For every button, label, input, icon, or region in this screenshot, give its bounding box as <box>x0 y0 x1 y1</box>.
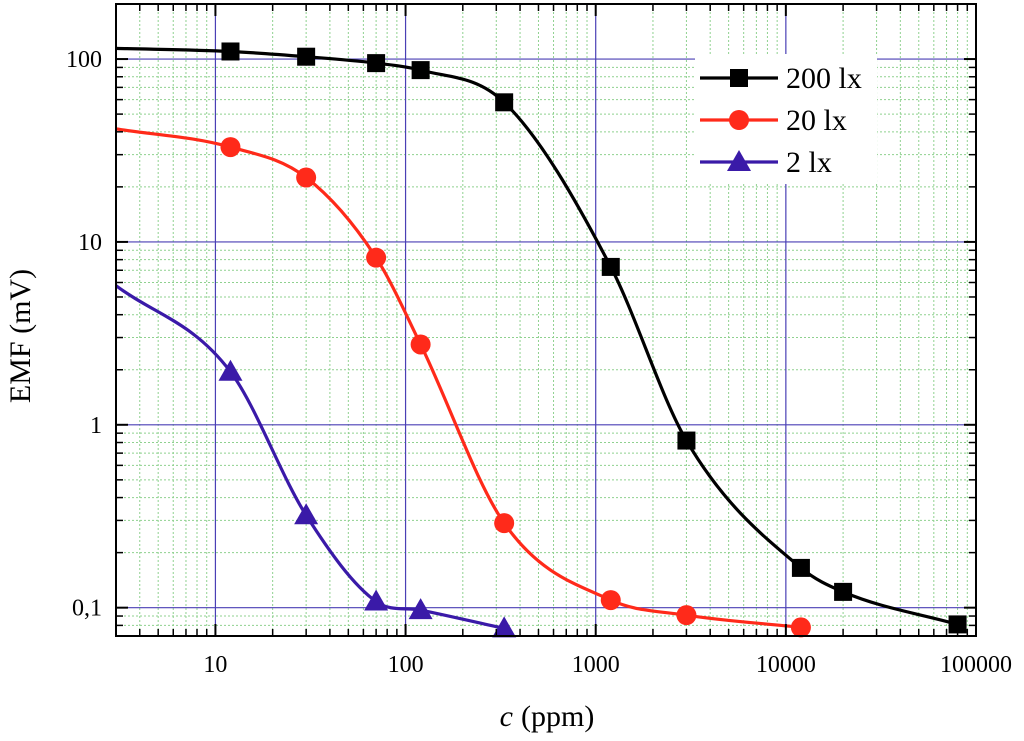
y-axis-title: EMF (mV) <box>4 269 37 403</box>
legend-label: 2 lx <box>786 146 832 179</box>
x-axis-title: c (ppm) <box>500 700 595 733</box>
legend-label: 20 lx <box>786 104 847 137</box>
square-marker <box>221 42 240 61</box>
x-tick-label: 1000 <box>572 652 620 678</box>
triangle-marker <box>294 503 319 525</box>
y-tick-label: 0,1 <box>72 596 102 622</box>
square-marker <box>834 582 853 601</box>
square-marker <box>411 61 430 80</box>
x-axis-variable: c <box>500 700 513 733</box>
circle-marker <box>410 334 431 355</box>
triangle-marker <box>492 616 517 638</box>
legend-triangle-marker <box>727 150 751 171</box>
square-marker <box>791 558 810 577</box>
square-marker <box>677 431 696 450</box>
square-marker <box>367 54 386 73</box>
x-tick-label: 100000 <box>940 652 1012 678</box>
x-tick-label: 10 <box>203 652 227 678</box>
minor-grid <box>115 3 976 637</box>
circle-marker <box>600 590 621 611</box>
x-tick-label: 10000 <box>756 652 816 678</box>
axis-ticks <box>115 3 977 637</box>
legend-label: 200 lx <box>786 62 862 95</box>
x-axis-unit: (ppm) <box>521 700 594 733</box>
y-tick-label: 100 <box>66 47 102 73</box>
triangle-marker <box>218 359 243 381</box>
legend-square-marker <box>730 69 748 87</box>
data-markers <box>218 42 967 638</box>
circle-marker <box>296 167 317 188</box>
y-tick-label: 1 <box>90 413 102 439</box>
square-marker <box>948 615 967 634</box>
x-tick-label: 100 <box>388 652 424 678</box>
legend: 200 lx 20 lx 2 lx <box>695 54 877 184</box>
square-marker <box>297 47 316 66</box>
y-tick-label: 10 <box>78 230 102 256</box>
square-marker <box>495 93 514 112</box>
legend-circle-marker <box>729 110 749 130</box>
fit-curve <box>116 127 802 629</box>
tick-labels: 10 100 1000 10000 100000 0,1 1 10 100 <box>66 47 1012 678</box>
plot-frame <box>115 3 977 637</box>
triangle-marker <box>364 589 389 611</box>
circle-marker <box>790 617 811 638</box>
triangle-marker <box>408 598 433 620</box>
circle-marker <box>676 605 697 626</box>
circle-marker <box>494 513 515 534</box>
circle-marker <box>220 137 241 158</box>
square-marker <box>601 257 620 276</box>
circle-marker <box>366 247 387 268</box>
